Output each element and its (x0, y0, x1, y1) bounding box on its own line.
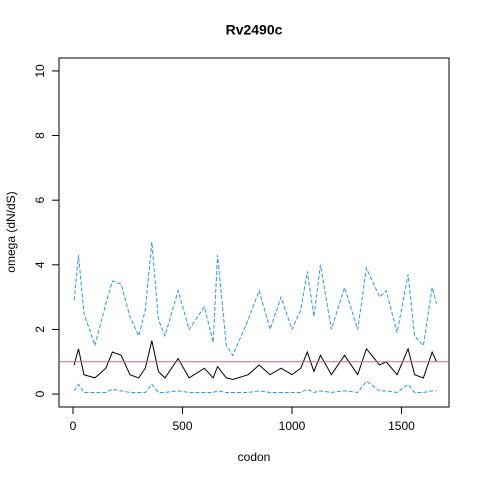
y-tick-label: 8 (33, 132, 47, 139)
x-tick-label: 1500 (388, 419, 415, 433)
series-line (73, 340, 437, 381)
y-tick-label: 2 (33, 326, 47, 333)
x-tick-label: 0 (70, 419, 77, 433)
x-tick-label: 500 (172, 419, 192, 433)
plot-box (58, 57, 450, 408)
y-tick-label: 0 (33, 390, 47, 397)
series-line (73, 242, 438, 357)
chart-title: Rv2490c (226, 22, 283, 38)
x-axis-label: codon (238, 450, 271, 464)
series-line (73, 380, 437, 393)
x-tick-label: 1000 (279, 419, 306, 433)
y-axis-label: omega (dN/dS) (4, 191, 18, 272)
y-tick-label: 10 (33, 64, 47, 78)
y-tick-label: 6 (33, 197, 47, 204)
y-tick-label: 4 (33, 261, 47, 268)
